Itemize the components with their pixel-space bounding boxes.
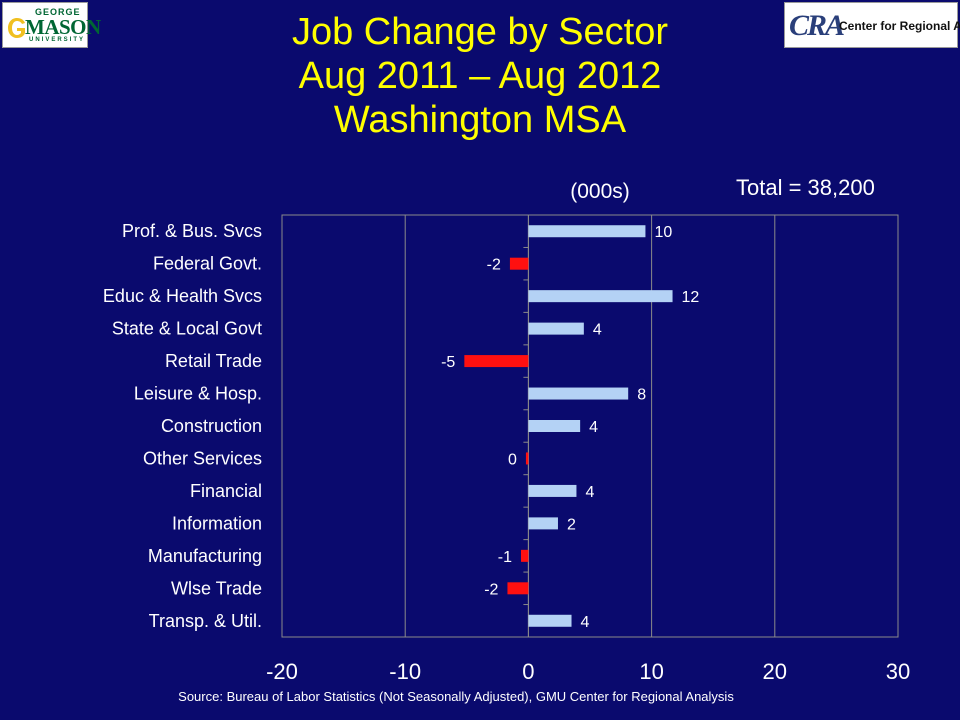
unit-label: (000s) xyxy=(570,180,630,203)
bar xyxy=(528,387,629,400)
category-label: Construction xyxy=(161,416,262,436)
data-label: 4 xyxy=(593,322,602,339)
title-line-3: Washington MSA xyxy=(333,99,627,141)
category-label: Manufacturing xyxy=(148,546,262,566)
category-label: State & Local Govt xyxy=(112,319,262,339)
data-label: -1 xyxy=(498,549,512,566)
category-label: Prof. & Bus. Svcs xyxy=(122,221,262,241)
bar xyxy=(528,225,646,238)
data-label: -5 xyxy=(441,354,455,371)
gmu-g-mark-icon xyxy=(8,18,25,38)
data-label: -2 xyxy=(484,581,498,598)
category-label: Financial xyxy=(190,481,262,501)
data-label: 4 xyxy=(589,419,598,436)
bar xyxy=(464,355,529,368)
bar xyxy=(521,549,529,562)
bar xyxy=(528,614,572,627)
category-label: Wlse Trade xyxy=(171,578,262,598)
x-tick-label: -20 xyxy=(266,659,298,684)
bars-layer xyxy=(464,225,673,627)
data-label: 2 xyxy=(567,516,576,533)
bar xyxy=(509,257,529,270)
plot-frame xyxy=(281,214,899,638)
category-label: Retail Trade xyxy=(165,351,262,371)
category-label: Federal Govt. xyxy=(153,254,262,274)
total-label: Total = 38,200 xyxy=(736,175,875,200)
bar xyxy=(507,582,529,595)
data-label: 12 xyxy=(682,289,700,306)
cra-logo: CRA Center for Regional Analysis xyxy=(784,2,960,48)
gmu-logo-line2: MASON xyxy=(25,15,101,39)
source-note: Source: Bureau of Labor Statistics (Not … xyxy=(178,689,734,704)
bar xyxy=(528,322,584,335)
category-label: Leisure & Hosp. xyxy=(134,384,262,404)
data-label: 8 xyxy=(637,387,646,404)
x-tick-label: 0 xyxy=(522,659,534,684)
title-line-1: Job Change by Sector xyxy=(291,11,668,53)
data-label: 10 xyxy=(654,224,672,241)
x-tick-label: 30 xyxy=(886,659,910,684)
gmu-logo-line3: UNIVERSITY xyxy=(29,37,86,43)
bar xyxy=(525,452,529,465)
category-label: Educ & Health Svcs xyxy=(103,286,262,306)
x-tick-label: 20 xyxy=(763,659,787,684)
data-label: 4 xyxy=(581,614,590,631)
data-label: -2 xyxy=(487,257,501,274)
data-label: 0 xyxy=(508,451,517,468)
gmu-logo-line1: GEORGE xyxy=(35,7,81,17)
bar xyxy=(528,484,577,497)
title-line-2: Aug 2011 – Aug 2012 xyxy=(298,55,662,97)
category-label: Transp. & Util. xyxy=(149,611,262,631)
data-label: 4 xyxy=(585,484,594,501)
cra-logo-text: Center for Regional Analysis xyxy=(839,19,960,33)
x-tick-label: 10 xyxy=(639,659,663,684)
gmu-logo: GEORGE MASON UNIVERSITY xyxy=(2,2,101,48)
slide-title: Job Change by Sector Aug 2011 – Aug 2012… xyxy=(0,10,960,142)
category-label: Information xyxy=(172,513,262,533)
category-label: Other Services xyxy=(143,448,262,468)
bar xyxy=(528,420,581,432)
bar xyxy=(528,517,558,530)
x-tick-label: -10 xyxy=(389,659,421,684)
bar xyxy=(528,290,673,303)
cra-logo-mark: CRA xyxy=(789,9,845,42)
